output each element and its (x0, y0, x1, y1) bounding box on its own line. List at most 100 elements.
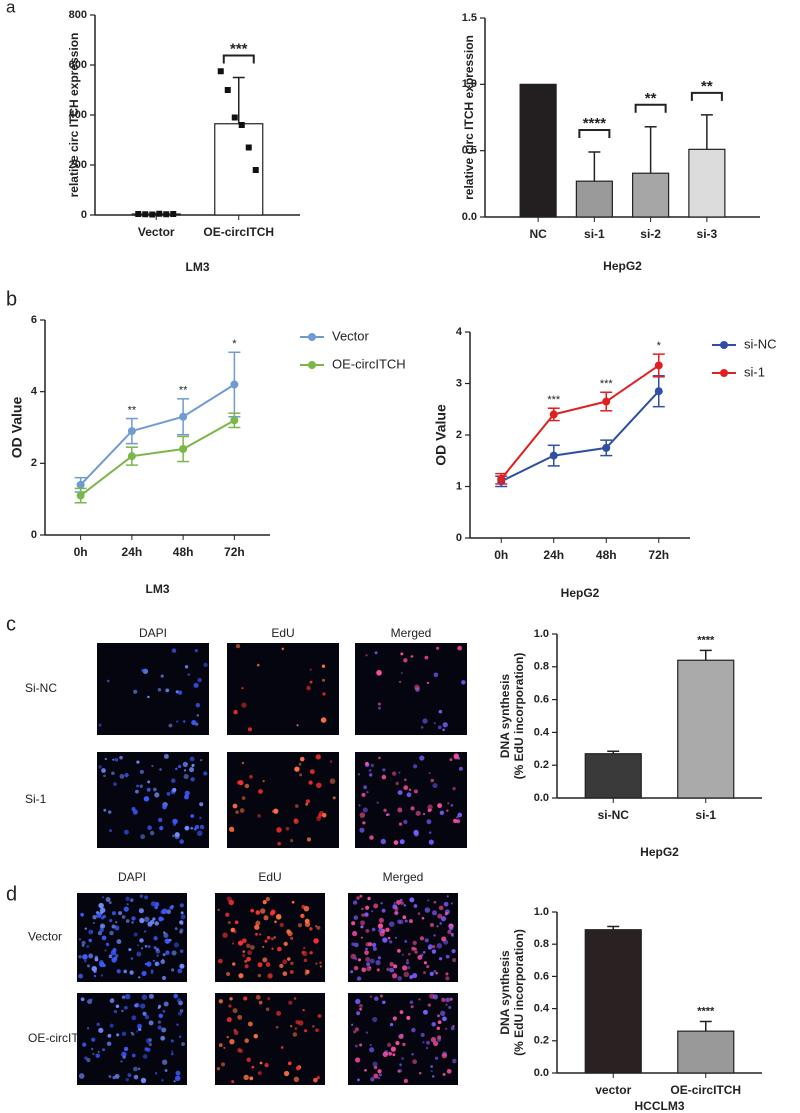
cell (377, 923, 384, 929)
cell (255, 910, 261, 915)
cell (112, 947, 117, 953)
y-tick-label: 0.2 (534, 759, 549, 771)
cell (267, 997, 271, 1001)
cell (279, 922, 284, 928)
cell (174, 927, 178, 930)
cell (305, 802, 309, 806)
y-axis-label: relative circ ITCH expression (462, 35, 476, 200)
cell (237, 940, 244, 946)
cell (113, 782, 117, 786)
cell (424, 938, 429, 943)
cell (238, 973, 244, 979)
cell (437, 803, 443, 809)
cell (453, 754, 459, 760)
cell (296, 724, 299, 727)
cell (134, 789, 139, 794)
cell (157, 687, 162, 692)
cell (380, 902, 383, 905)
cell (140, 1077, 147, 1084)
cell (286, 957, 291, 961)
cell (247, 950, 253, 956)
cell (356, 976, 362, 981)
cell (243, 1074, 249, 1081)
cell (316, 1076, 320, 1080)
cell (361, 907, 364, 911)
cell (431, 910, 438, 916)
cell (287, 1061, 292, 1066)
bar (584, 929, 642, 1074)
cell (378, 756, 381, 760)
cell (162, 804, 167, 810)
y-tick-label: 2 (456, 429, 462, 441)
cell (453, 818, 458, 824)
y-tick-label: 0.2 (534, 1035, 549, 1047)
cell (294, 766, 300, 772)
cell (80, 912, 84, 917)
cell (357, 1078, 360, 1082)
cell (246, 956, 251, 962)
cell (352, 930, 358, 937)
cell (180, 911, 184, 915)
data-point (142, 211, 149, 218)
cell (433, 934, 436, 937)
cell (86, 945, 90, 949)
cell (174, 1075, 181, 1082)
cell (111, 924, 116, 929)
cell (111, 911, 116, 916)
cell (264, 1062, 269, 1068)
data-point (217, 68, 224, 75)
cell (139, 784, 143, 788)
cell (226, 1017, 232, 1023)
cell (315, 754, 321, 760)
cell (410, 1005, 414, 1009)
cell (387, 936, 391, 940)
cell (309, 951, 313, 955)
cell (264, 939, 268, 943)
cell (140, 1003, 146, 1009)
cell (190, 814, 195, 818)
cell (91, 966, 98, 972)
cell (303, 946, 306, 950)
y-tick-label: 4 (456, 326, 463, 338)
cell (162, 953, 166, 957)
cell (366, 790, 369, 794)
cell (103, 808, 107, 812)
y-tick-label: 0.4 (534, 726, 550, 738)
cell (107, 1033, 112, 1038)
cell (433, 1040, 439, 1047)
cell (399, 839, 405, 845)
cell (373, 903, 379, 909)
cell (353, 915, 359, 920)
cell (247, 1021, 253, 1027)
cell (402, 965, 408, 971)
cell (443, 901, 449, 907)
cell (106, 1041, 112, 1047)
cell (130, 957, 134, 960)
cell (427, 808, 432, 813)
cell (98, 960, 104, 965)
cell (427, 804, 433, 810)
cell (388, 921, 395, 927)
cell (203, 662, 208, 668)
cell (163, 931, 166, 934)
cell (289, 970, 294, 974)
cell (457, 757, 461, 760)
cell (78, 938, 82, 941)
cell (293, 997, 297, 1000)
cell (359, 1043, 363, 1047)
cell (194, 649, 199, 653)
series-line (80, 419, 235, 497)
cell (136, 760, 140, 764)
cell (450, 1026, 455, 1031)
significance-label: **** (697, 1005, 715, 1017)
cell (315, 925, 318, 928)
bar (632, 172, 670, 218)
micrograph (227, 752, 339, 848)
cell (279, 963, 284, 969)
cell (81, 940, 86, 945)
significance-label: * (657, 340, 662, 352)
cell (449, 758, 453, 762)
cell (433, 900, 437, 904)
x-tick-label: 24h (122, 545, 143, 559)
cell (353, 1030, 357, 1034)
